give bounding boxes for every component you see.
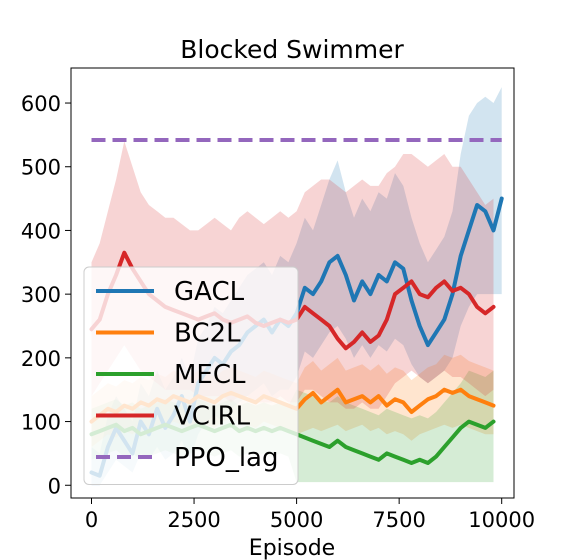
legend-label-ppo-lag: PPO_lag [174,443,278,473]
legend-label-vcirl: VCIRL [174,402,251,432]
y-tick-label: 300 [21,283,61,307]
plot-frame [70,67,515,499]
legend-label-gacl: GACL [174,277,245,307]
y-tick-label: 500 [21,156,61,180]
chart-title: Blocked Swimmer [180,35,404,64]
legend-box [83,266,299,485]
x-tick-label: 0 [85,508,98,532]
x-axis: 0 2500 5000 7500 10000 [85,498,535,532]
x-axis-title: Episode [249,536,335,560]
x-tick-label: 10000 [468,508,535,532]
legend-label-mecl: MECL [174,360,246,390]
legend-label-bc2l: BC2L [174,319,241,349]
y-tick-label: 0 [48,474,61,498]
y-tick-label: 100 [21,411,61,435]
y-tick-label: 400 [21,219,61,243]
x-tick-label: 2500 [167,508,220,532]
x-tick-label: 7500 [372,508,425,532]
x-tick-label: 5000 [270,508,323,532]
y-tick-label: 200 [21,347,61,371]
legend: GACL BC2L MECL VCIRL PPO_lag [83,266,299,485]
y-axis: 0 100 200 300 400 500 600 [21,92,71,498]
y-tick-label: 600 [21,92,61,116]
